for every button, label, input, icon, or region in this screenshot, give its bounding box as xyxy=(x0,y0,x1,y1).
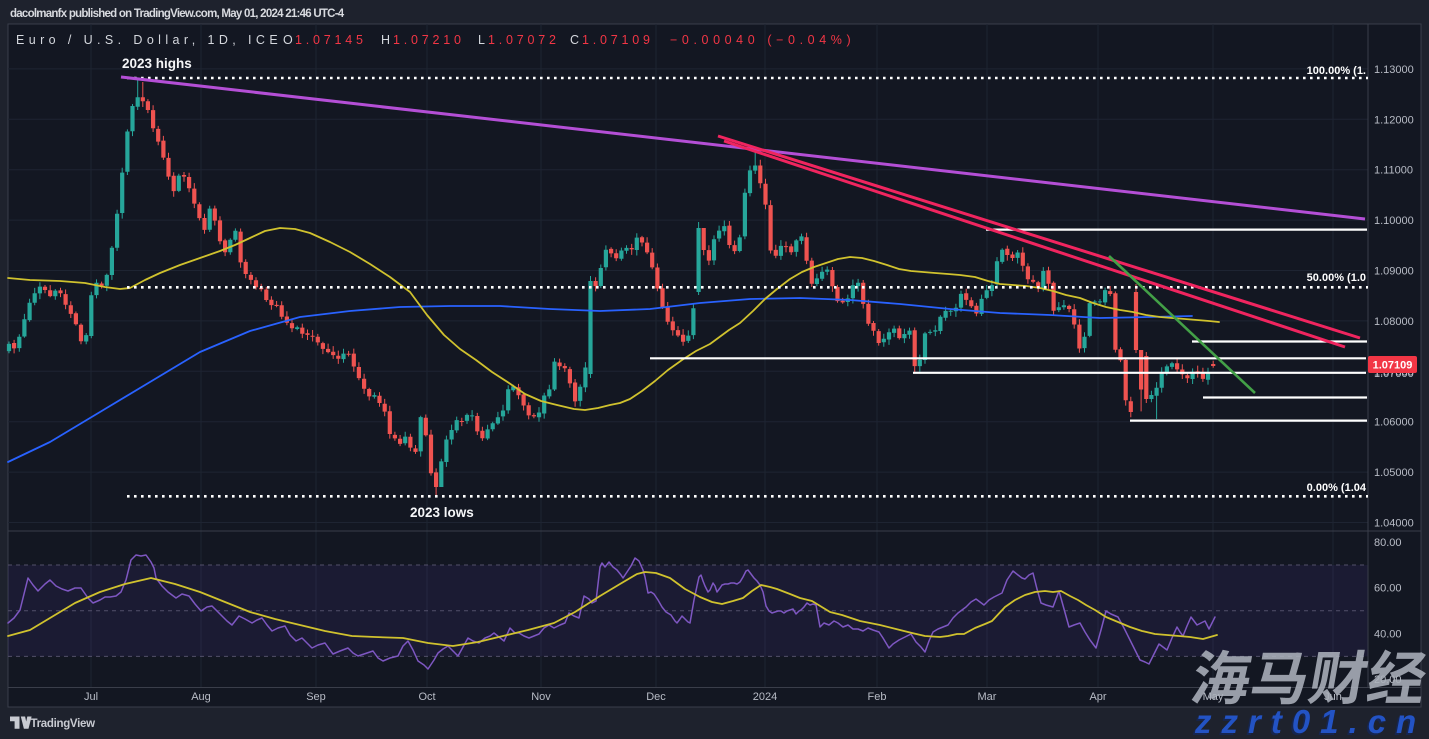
svg-text:1.08000: 1.08000 xyxy=(1374,316,1414,328)
svg-text:1.09000: 1.09000 xyxy=(1374,266,1414,278)
svg-text:2023 lows: 2023 lows xyxy=(410,505,474,520)
svg-text:zzrt01.cn: zzrt01.cn xyxy=(1194,703,1426,739)
svg-text:1.07109: 1.07109 xyxy=(582,33,654,47)
svg-text:L: L xyxy=(478,33,485,47)
svg-text:Euro / U.S. Dollar, 1D, ICE: Euro / U.S. Dollar, 1D, ICE xyxy=(16,33,282,47)
svg-text:Apr: Apr xyxy=(1089,691,1106,703)
svg-text:1.07109: 1.07109 xyxy=(1373,360,1413,372)
svg-text:1.11000: 1.11000 xyxy=(1374,165,1413,177)
svg-text:Sep: Sep xyxy=(306,691,326,703)
svg-text:100.00% (1.: 100.00% (1. xyxy=(1307,65,1366,77)
svg-text:1.13000: 1.13000 xyxy=(1374,64,1414,76)
svg-text:1.07145: 1.07145 xyxy=(295,33,367,47)
svg-text:Oct: Oct xyxy=(418,691,435,703)
svg-text:Nov: Nov xyxy=(531,691,551,703)
svg-text:Dec: Dec xyxy=(646,691,666,703)
svg-text:Mar: Mar xyxy=(978,691,997,703)
svg-text:80.00: 80.00 xyxy=(1374,537,1402,549)
svg-text:2024: 2024 xyxy=(753,691,777,703)
svg-text:50.00% (1.0: 50.00% (1.0 xyxy=(1307,272,1366,284)
svg-text:2023 highs: 2023 highs xyxy=(122,56,192,71)
svg-text:1.04000: 1.04000 xyxy=(1374,518,1414,530)
svg-text:1.10000: 1.10000 xyxy=(1374,215,1414,227)
svg-text:TradingView: TradingView xyxy=(31,718,96,730)
svg-text:H: H xyxy=(381,33,390,47)
svg-text:1.07210: 1.07210 xyxy=(393,33,465,47)
svg-text:60.00: 60.00 xyxy=(1374,583,1402,595)
svg-text:−0.00040 (−0.04%): −0.00040 (−0.04%) xyxy=(670,33,855,47)
svg-text:zzrt01.cn: zzrt01.cn xyxy=(1192,705,1424,739)
svg-text:Aug: Aug xyxy=(191,691,211,703)
svg-text:C: C xyxy=(570,33,579,47)
svg-text:1.06000: 1.06000 xyxy=(1374,417,1414,429)
svg-text:1.12000: 1.12000 xyxy=(1374,114,1414,126)
svg-text:O: O xyxy=(283,33,293,47)
svg-text:dacolmanfx published on Tradin: dacolmanfx published on TradingView.com,… xyxy=(10,8,345,20)
svg-text:1.07072: 1.07072 xyxy=(488,33,560,47)
svg-text:40.00: 40.00 xyxy=(1374,628,1402,640)
svg-text:0.00% (1.04: 0.00% (1.04 xyxy=(1307,482,1367,494)
svg-text:Feb: Feb xyxy=(868,691,887,703)
svg-text:1.05000: 1.05000 xyxy=(1374,467,1414,479)
svg-text:Jul: Jul xyxy=(84,691,98,703)
